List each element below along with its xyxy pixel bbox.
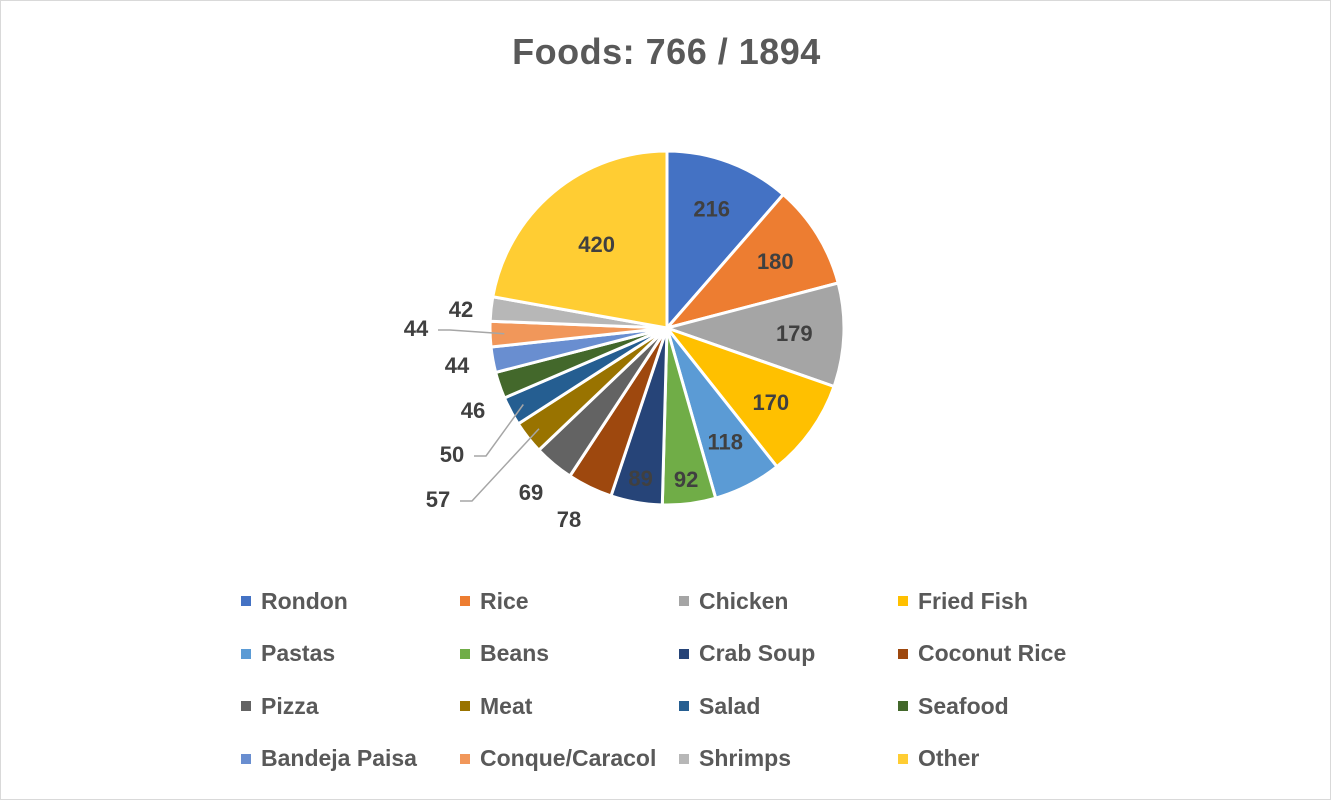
data-label: 118 — [707, 429, 743, 454]
legend-item: Pastas — [241, 636, 460, 672]
legend-swatch — [898, 701, 908, 712]
legend-item: Seafood — [898, 688, 1117, 724]
legend-item: Conque/Caracol — [460, 741, 679, 777]
legend-label: Crab Soup — [699, 640, 816, 667]
legend-swatch — [460, 596, 470, 606]
legend-item: Chicken — [679, 583, 898, 619]
legend-item: Other — [898, 741, 1117, 777]
data-label: 170 — [752, 390, 789, 415]
pie-slice-other — [491, 149, 669, 330]
legend-label: Rondon — [261, 587, 348, 614]
legend-item: Bandeja Paisa — [241, 741, 460, 777]
legend-label: Chicken — [699, 587, 789, 614]
legend-item: Pizza — [241, 688, 460, 724]
legend-item: Rice — [460, 583, 679, 619]
pie-slice-fried-fish — [665, 326, 836, 469]
legend-item: Coconut Rice — [898, 636, 1117, 672]
pie-slice-chicken — [665, 281, 846, 388]
legend-item: Crab Soup — [679, 636, 898, 672]
data-label: 42 — [449, 297, 473, 322]
legend-swatch — [679, 753, 689, 764]
legend-label: Conque/Caracol — [480, 745, 657, 772]
legend-swatch — [460, 648, 470, 659]
data-label: 179 — [776, 321, 813, 346]
data-label: 50 — [440, 442, 464, 467]
legend-swatch — [898, 648, 908, 659]
legend-label: Rice — [480, 587, 529, 614]
legend-swatch — [241, 753, 251, 764]
legend-swatch — [679, 648, 689, 659]
legend-label: Meat — [480, 692, 533, 719]
leader-line — [460, 428, 540, 502]
data-label: 180 — [757, 249, 794, 274]
legend-swatch — [460, 701, 470, 712]
data-label: 92 — [674, 467, 698, 492]
data-label: 57 — [426, 487, 450, 512]
legend-swatch — [460, 753, 470, 764]
legend-item: Shrimps — [679, 741, 898, 777]
data-label: 78 — [557, 507, 581, 532]
legend-label: Coconut Rice — [918, 640, 1067, 667]
legend-label: Seafood — [918, 692, 1009, 719]
data-label: 69 — [519, 480, 543, 505]
legend-swatch — [679, 596, 689, 606]
data-label: 420 — [578, 232, 615, 257]
data-label: 44 — [445, 353, 470, 378]
legend-swatch — [898, 596, 908, 606]
legend-item: Salad — [679, 688, 898, 724]
data-label: 44 — [404, 316, 429, 341]
legend-item: Meat — [460, 688, 679, 724]
leader-line — [438, 329, 505, 335]
legend-label: Pastas — [261, 640, 336, 667]
legend-label: Other — [918, 745, 980, 772]
legend-swatch — [241, 648, 251, 659]
data-label: 46 — [461, 398, 485, 423]
legend-label: Fried Fish — [918, 587, 1028, 614]
legend-label: Shrimps — [699, 745, 792, 772]
legend-swatch — [241, 701, 251, 712]
data-label: 216 — [693, 197, 730, 222]
pie-slice-rice — [665, 193, 840, 330]
legend-item: Fried Fish — [898, 583, 1117, 619]
legend-swatch — [898, 753, 908, 764]
legend-swatch — [241, 596, 251, 606]
legend-swatch — [679, 701, 689, 712]
legend-label: Beans — [480, 640, 550, 667]
legend-label: Salad — [699, 692, 761, 719]
legend-label: Pizza — [261, 692, 319, 719]
leader-line — [474, 404, 524, 457]
pie-slice-rondon — [665, 149, 785, 330]
legend-item: Rondon — [241, 583, 460, 619]
legend: Rondon Rice Chicken Fried Fish Pastas Beans Cr… — [241, 583, 1121, 793]
legend-label: Bandeja Paisa — [261, 745, 417, 772]
legend-item: Beans — [460, 636, 679, 672]
chart-title: Foods: 766 / 1894 — [512, 31, 821, 72]
data-label: 89 — [628, 466, 652, 491]
